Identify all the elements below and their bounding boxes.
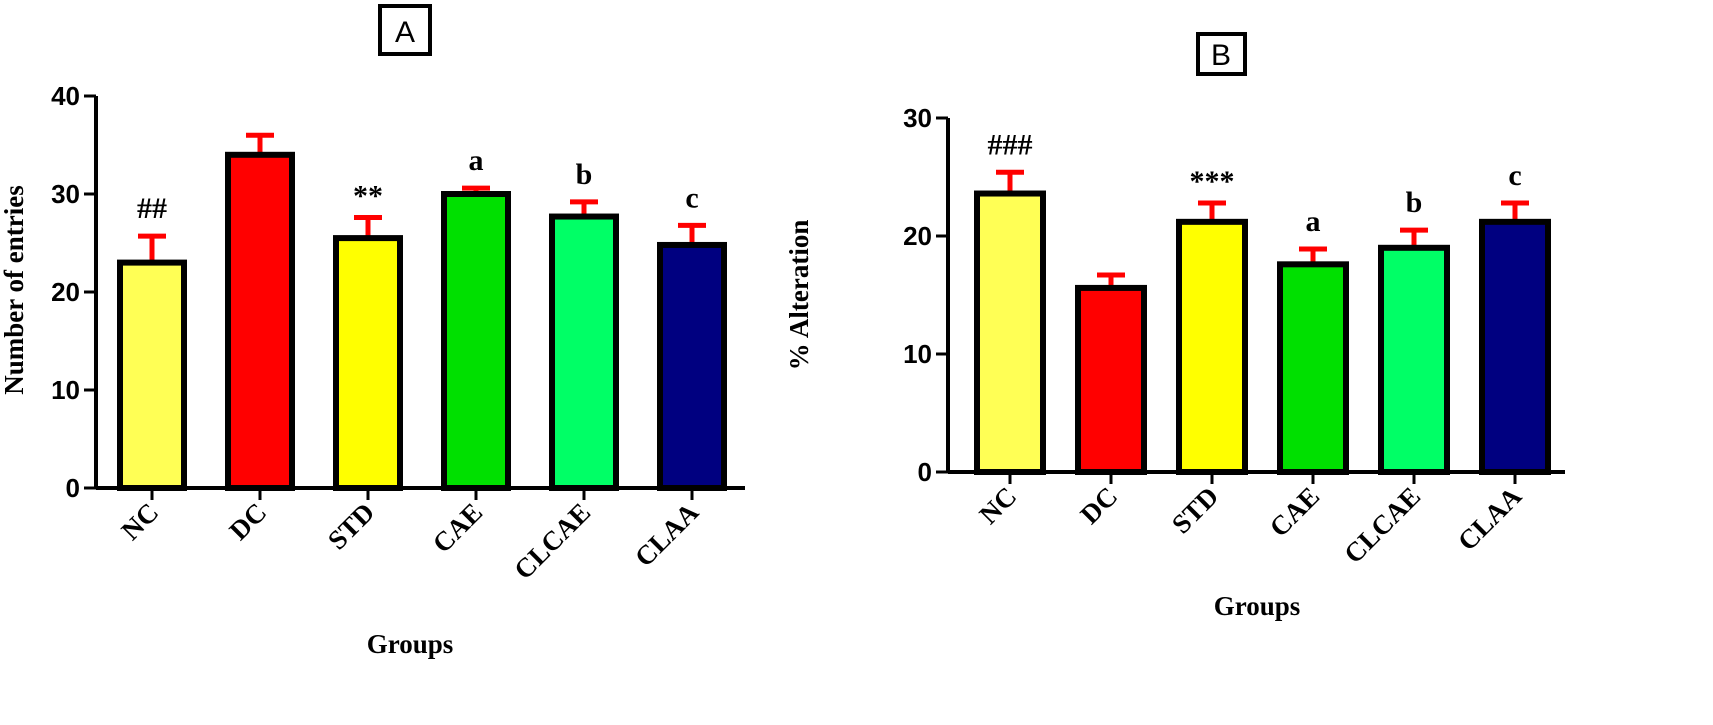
x-tick-label-b: DC — [1074, 481, 1123, 530]
bar-b-dc — [1075, 284, 1147, 476]
x-axis-title-b: Groups — [1214, 591, 1301, 621]
bar-b-std — [1176, 218, 1248, 475]
panel-label-a: A — [395, 16, 415, 49]
significance-label-a: c — [685, 181, 698, 214]
x-tick-label-a: CAE — [427, 497, 489, 559]
significance-label-b: a — [1306, 205, 1321, 238]
y-tick-label-b: 30 — [903, 103, 932, 133]
bar-b-nc — [974, 190, 1046, 476]
x-tick-label-a: DC — [223, 497, 272, 546]
significance-label-b: *** — [1190, 165, 1235, 198]
x-tick-label-b: CLAA — [1452, 481, 1528, 557]
bar-a-std — [333, 235, 403, 491]
panel-label-box-a — [378, 4, 432, 56]
y-tick-label-a: 30 — [51, 179, 80, 209]
bar-a-claa — [657, 241, 727, 491]
y-axis-title-a: Number of entries — [0, 185, 29, 394]
bar-b-cae — [1277, 261, 1349, 475]
x-tick-label-a: CLCAE — [508, 497, 596, 585]
x-tick-label-b: STD — [1166, 481, 1224, 539]
bar-b-clcae — [1378, 244, 1450, 475]
bar-a-cae — [441, 191, 511, 491]
x-tick-label-a: STD — [322, 497, 380, 555]
significance-label-a: a — [469, 144, 484, 177]
x-tick-label-b: CAE — [1264, 481, 1326, 543]
x-axis-title-a: Groups — [367, 629, 454, 659]
y-tick-label-b: 10 — [903, 339, 932, 369]
x-tick-label-a: CLAA — [629, 497, 705, 573]
bar-a-nc — [117, 259, 187, 491]
chart-panel-a: A Number of entries Groups 0 10 20 30 40 NC ##… — [0, 4, 745, 659]
significance-label-a: ## — [137, 192, 167, 225]
x-tick-label-b: NC — [973, 481, 1022, 530]
significance-label-b: b — [1406, 186, 1423, 219]
panel-label-b: B — [1211, 39, 1231, 72]
y-tick-label-a: 40 — [51, 81, 80, 111]
x-tick-label-a: NC — [115, 497, 164, 546]
y-tick-label-a: 10 — [51, 375, 80, 405]
significance-label-b: ### — [988, 128, 1033, 161]
y-axis-title-b: % Alteration — [784, 220, 814, 371]
chart-panel-b: B % Alteration Groups 0 10 20 30 NC ### DC STD *… — [784, 32, 1565, 621]
significance-label-a: b — [576, 158, 593, 191]
y-tick-label-b: 0 — [918, 457, 932, 487]
bar-a-clcae — [549, 213, 619, 491]
bar-a-dc — [225, 151, 295, 492]
significance-label-b: c — [1508, 159, 1521, 192]
panel-label-box-b — [1196, 32, 1247, 76]
y-tick-label-a: 0 — [66, 473, 80, 503]
y-tick-label-b: 20 — [903, 221, 932, 251]
bar-b-claa — [1479, 218, 1551, 475]
significance-label-a: ** — [353, 180, 383, 213]
y-tick-label-a: 20 — [51, 277, 80, 307]
x-tick-label-b: CLCAE — [1338, 481, 1426, 569]
